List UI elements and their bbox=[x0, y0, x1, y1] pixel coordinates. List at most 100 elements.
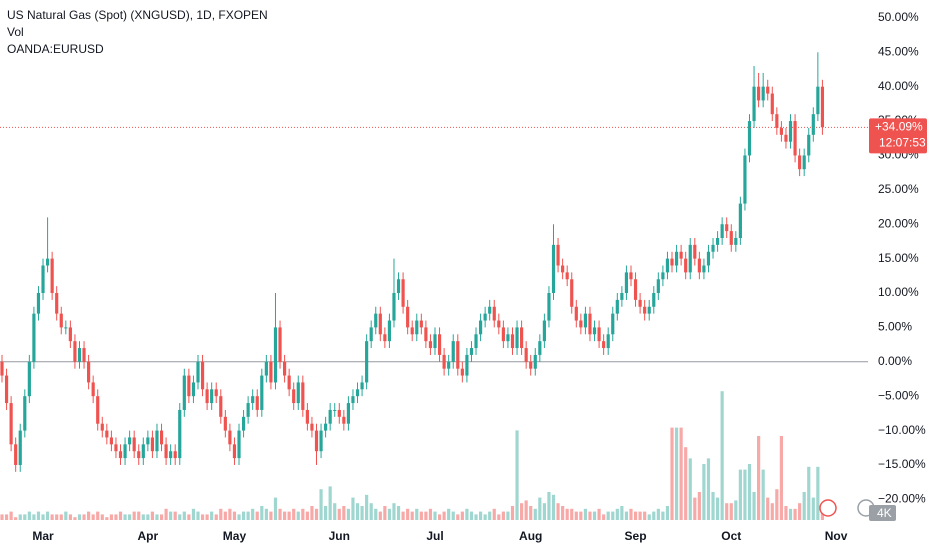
candle-body bbox=[392, 293, 396, 321]
volume-bar bbox=[23, 514, 27, 520]
y-tick-label: −10.00% bbox=[878, 423, 926, 437]
candle-body bbox=[137, 451, 141, 459]
volume-bar bbox=[592, 511, 597, 520]
volume-bar bbox=[706, 458, 711, 520]
volume-bar bbox=[633, 511, 638, 520]
candle-body bbox=[342, 416, 346, 424]
x-tick-label: Oct bbox=[721, 529, 741, 543]
volume-bar bbox=[656, 508, 660, 520]
volume-bar bbox=[725, 503, 729, 520]
volume-bar bbox=[369, 503, 373, 520]
volume-bar bbox=[547, 492, 551, 520]
volume-bar bbox=[419, 511, 423, 520]
candle-body bbox=[643, 306, 647, 314]
candle-body bbox=[501, 327, 505, 342]
candle-body bbox=[150, 437, 155, 452]
candle-body bbox=[574, 306, 578, 321]
candle-body bbox=[87, 361, 91, 383]
candle-body bbox=[187, 375, 191, 397]
candle-body bbox=[447, 361, 451, 369]
volume-bar bbox=[743, 469, 747, 520]
candle-body bbox=[237, 430, 241, 459]
volume-bar bbox=[437, 514, 442, 520]
volume-bar bbox=[64, 511, 68, 520]
volume-bar bbox=[296, 511, 300, 520]
volume-bar bbox=[0, 514, 4, 520]
volume-bar bbox=[137, 511, 141, 520]
volume-bar bbox=[579, 511, 583, 520]
volume-bar bbox=[684, 447, 688, 520]
candle-body bbox=[497, 320, 501, 328]
plot bbox=[0, 52, 868, 520]
candle-body bbox=[743, 155, 747, 204]
y-tick-label: 5.00% bbox=[878, 320, 912, 334]
candle-body bbox=[488, 306, 492, 314]
candle-body bbox=[255, 396, 259, 410]
volume-bar bbox=[164, 508, 168, 520]
y-tick-label: −20.00% bbox=[878, 492, 926, 506]
volume-bar bbox=[214, 514, 218, 520]
candle-body bbox=[688, 244, 692, 273]
x-tick-label: Nov bbox=[825, 529, 848, 543]
volume-bar bbox=[269, 511, 273, 520]
volume-bar bbox=[14, 517, 18, 520]
x-tick-label: Mar bbox=[32, 529, 54, 543]
volume-bar bbox=[606, 511, 610, 520]
volume-bar bbox=[45, 511, 50, 520]
volume-bar bbox=[798, 503, 802, 520]
volume-bar bbox=[611, 511, 615, 520]
volume-badge bbox=[869, 505, 896, 521]
volume-bar bbox=[4, 514, 9, 520]
candle-body bbox=[219, 396, 223, 417]
candle-body bbox=[620, 293, 624, 300]
x-tick-label: May bbox=[223, 529, 247, 543]
legend-entry: Vol bbox=[7, 25, 24, 39]
volume-bar bbox=[542, 503, 546, 520]
volume-bar bbox=[652, 511, 656, 520]
candle-body bbox=[510, 334, 515, 349]
volume-bar bbox=[87, 511, 91, 520]
volume-bar bbox=[433, 511, 437, 520]
candle-body bbox=[333, 409, 337, 411]
candle-body bbox=[273, 327, 278, 383]
volume-bar bbox=[693, 497, 697, 520]
candle-body bbox=[14, 444, 18, 465]
volume-bar bbox=[310, 506, 314, 520]
volume-bar bbox=[128, 514, 132, 520]
volume-bar bbox=[757, 436, 761, 520]
candle-body bbox=[757, 86, 761, 101]
candle-body bbox=[282, 361, 287, 376]
candle-body bbox=[656, 279, 660, 294]
volume-bar bbox=[761, 469, 765, 520]
volume-bar bbox=[378, 511, 382, 520]
volume-bar bbox=[775, 489, 779, 520]
x-tick-label: Jul bbox=[426, 529, 443, 543]
volume-bar bbox=[173, 511, 177, 520]
volume-bar bbox=[661, 511, 665, 520]
volume-bar bbox=[529, 506, 533, 520]
volume-bar bbox=[360, 506, 364, 520]
volume-bar bbox=[251, 508, 255, 520]
volume-bar bbox=[246, 511, 250, 520]
volume-bar bbox=[720, 391, 724, 520]
candle-body bbox=[205, 389, 209, 404]
candle-body bbox=[492, 306, 496, 321]
volume-bar bbox=[114, 514, 118, 520]
volume-bar bbox=[82, 514, 86, 520]
candle-body bbox=[73, 341, 77, 362]
candle-body bbox=[324, 423, 328, 431]
volume-bar bbox=[210, 511, 214, 520]
volume-bar bbox=[620, 506, 624, 520]
volume-bar bbox=[41, 514, 45, 520]
volume-bar bbox=[793, 508, 797, 520]
y-tick-label: 20.00% bbox=[878, 216, 919, 230]
volume-bar bbox=[36, 511, 41, 520]
candle-body bbox=[779, 127, 783, 135]
candle-body bbox=[178, 409, 182, 459]
candle-body bbox=[606, 334, 610, 349]
candle-body bbox=[602, 341, 606, 349]
candle-body bbox=[45, 258, 50, 266]
event-icon[interactable] bbox=[819, 499, 837, 517]
volume-bar bbox=[169, 511, 173, 520]
candle-body bbox=[228, 430, 232, 445]
